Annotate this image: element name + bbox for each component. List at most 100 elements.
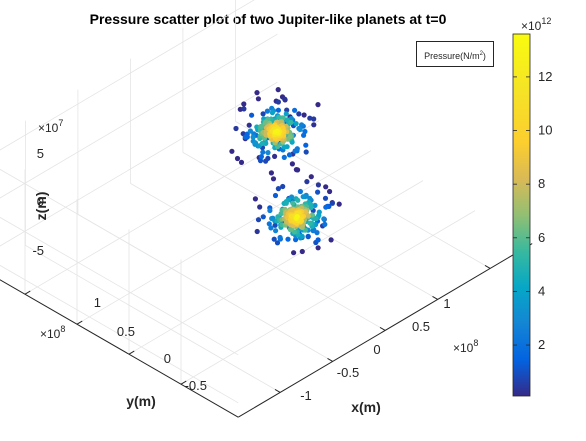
- data-point: [257, 204, 263, 210]
- data-point: [315, 102, 321, 108]
- x-tick-mark: [484, 264, 491, 269]
- data-point: [299, 233, 305, 239]
- grid-line: [0, 168, 239, 308]
- data-point: [305, 233, 311, 239]
- data-point: [289, 161, 295, 167]
- colorbar-tick-label: 4: [538, 283, 545, 298]
- data-point: [271, 236, 277, 242]
- grid-lines: [0, 0, 491, 404]
- data-point: [300, 194, 306, 200]
- data-point: [283, 111, 289, 117]
- data-point: [246, 122, 252, 128]
- y-tick-mark: [24, 290, 31, 295]
- data-point: [322, 221, 328, 227]
- data-point: [260, 111, 266, 117]
- data-point: [303, 149, 309, 155]
- y-tick-minus0.5: -0.5: [185, 378, 207, 393]
- data-point: [303, 142, 309, 148]
- scatter-points: [229, 87, 342, 256]
- colorbar-exponent: ×1012: [521, 16, 551, 33]
- data-point: [304, 179, 310, 185]
- data-point: [299, 248, 305, 255]
- y-tick-mark: [76, 320, 83, 325]
- data-point: [293, 121, 299, 127]
- data-point: [297, 126, 303, 133]
- data-point: [308, 174, 314, 180]
- data-point: [321, 216, 327, 222]
- z-tick-0: 0: [37, 194, 44, 209]
- z-exponent: ×107: [38, 118, 63, 135]
- data-point: [267, 207, 273, 214]
- x-axis-ticks: -1 -0.5 0 0.5 1: [300, 296, 450, 403]
- data-point: [328, 237, 334, 243]
- data-point: [288, 115, 294, 122]
- data-point: [274, 240, 281, 246]
- data-point: [238, 159, 245, 165]
- data-point: [322, 195, 329, 201]
- data-point: [277, 234, 283, 241]
- data-point: [247, 128, 253, 134]
- axes: [0, 243, 533, 418]
- data-point: [260, 149, 266, 155]
- data-point: [264, 108, 270, 114]
- data-point: [252, 140, 259, 146]
- y-exponent: ×108: [40, 324, 65, 341]
- data-point: [273, 228, 279, 234]
- data-point: [284, 107, 290, 113]
- grid-line: [0, 33, 278, 199]
- x-axis-label: x(m): [351, 399, 381, 415]
- data-point: [288, 119, 294, 125]
- data-point: [301, 112, 307, 118]
- data-point: [315, 245, 321, 251]
- x-tick-mark: [432, 295, 438, 300]
- data-point: [307, 220, 313, 226]
- data-point: [254, 228, 260, 235]
- data-point: [315, 237, 321, 243]
- data-point: [272, 153, 278, 159]
- z-axis-ticks: 5 0 -5: [32, 146, 44, 258]
- data-point: [294, 146, 300, 152]
- data-point: [275, 87, 281, 93]
- data-point: [299, 122, 305, 128]
- data-point: [255, 217, 262, 223]
- data-point: [313, 216, 319, 222]
- data-point: [241, 101, 247, 107]
- data-point: [233, 125, 239, 132]
- data-point: [323, 204, 329, 210]
- data-point: [280, 183, 286, 190]
- data-point: [296, 111, 302, 117]
- colorbar: 2 4 6 8 10 12 ×1012: [512, 16, 552, 397]
- data-point: [257, 158, 264, 164]
- data-point: [272, 222, 278, 228]
- data-point: [285, 236, 291, 242]
- grid-line: [25, 245, 281, 393]
- colorbar-tick-label: 12: [538, 69, 552, 84]
- colorbar-tick-label: 8: [538, 176, 545, 191]
- y-tick-mark: [128, 350, 135, 355]
- data-point: [308, 202, 314, 208]
- data-point: [266, 221, 272, 227]
- x-axis-line: [237, 243, 533, 418]
- colorbar-ticks: 2 4 6 8 10 12: [513, 69, 552, 352]
- data-point: [272, 192, 279, 199]
- data-point: [274, 128, 280, 134]
- y-tick-0: 0: [164, 351, 171, 366]
- data-point: [283, 200, 289, 206]
- data-point: [260, 214, 266, 220]
- data-point: [252, 196, 258, 202]
- data-point: [276, 114, 282, 120]
- grid-line: [0, 81, 278, 247]
- x-tick-mark: [379, 326, 386, 331]
- grid-line: [0, 0, 255, 151]
- grid-line: [130, 183, 386, 331]
- z-tick-5: 5: [37, 146, 44, 161]
- data-point: [275, 186, 281, 192]
- data-point: [307, 115, 313, 121]
- data-point: [275, 99, 281, 105]
- data-point: [290, 200, 296, 206]
- data-point: [268, 170, 274, 176]
- data-point: [327, 188, 333, 195]
- data-point: [270, 176, 277, 182]
- legend: Pressure(N/m2): [416, 41, 494, 67]
- data-point: [307, 195, 313, 201]
